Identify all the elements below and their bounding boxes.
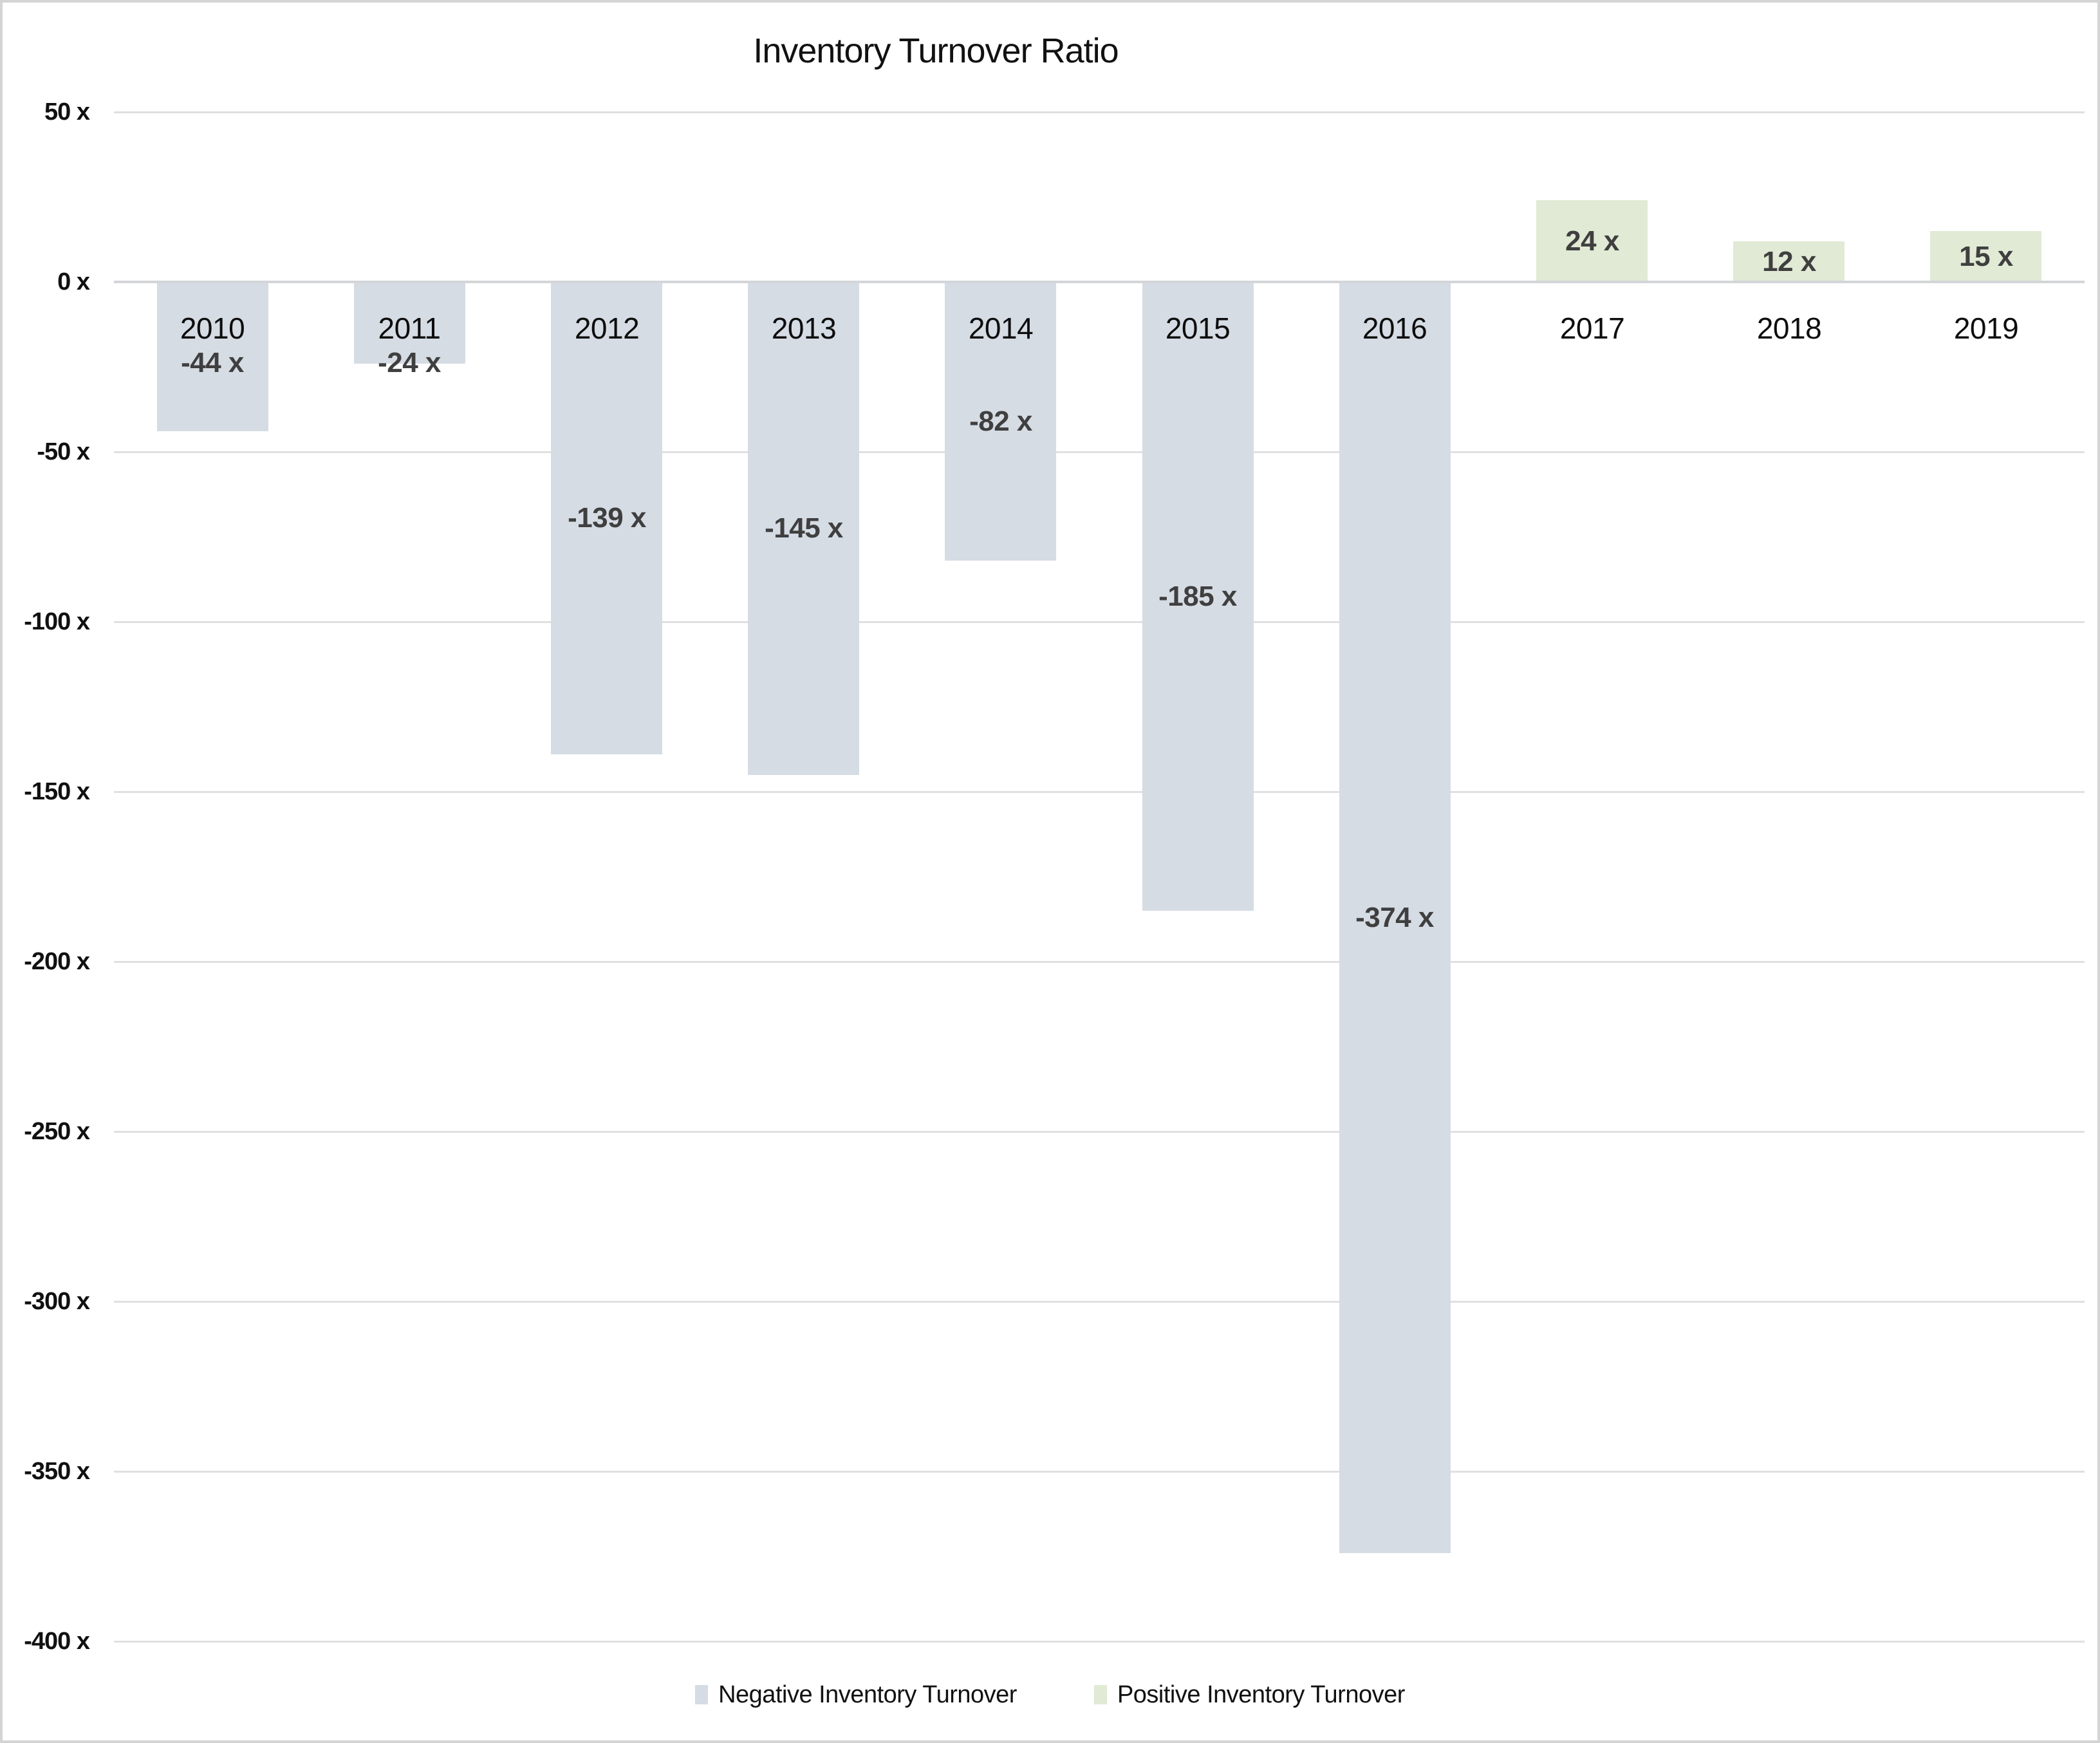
- y-tick-label--50 x: -50 x: [37, 438, 90, 465]
- bar-2017[interactable]: [1536, 200, 1648, 282]
- legend-swatch-positive-icon: [1093, 1685, 1107, 1704]
- year-label-2017: 2017: [1559, 312, 1625, 345]
- legend-item-positive[interactable]: Positive Inventory Turnover: [1093, 1681, 1405, 1708]
- bar-2014[interactable]: [945, 282, 1056, 561]
- gridline--250 x: [114, 1131, 2085, 1133]
- year-label-2019: 2019: [1953, 312, 2019, 345]
- legend-item-negative[interactable]: Negative Inventory Turnover: [695, 1682, 1017, 1707]
- bar-2016[interactable]: [1339, 282, 1451, 1553]
- y-tick-label--400 x: -400 x: [24, 1628, 90, 1655]
- data-label-2011: -24 x: [378, 347, 441, 378]
- legend-swatch-negative-icon: [695, 1685, 709, 1704]
- legend: Negative Inventory Turnover Positive Inv…: [3, 1682, 2097, 1707]
- gridline--350 x: [114, 1471, 2085, 1473]
- zero-axis-line: [114, 281, 2085, 283]
- y-tick-label-50 x: 50 x: [44, 98, 90, 126]
- legend-label-positive: Positive Inventory Turnover: [1117, 1681, 1405, 1708]
- y-tick-label--150 x: -150 x: [24, 778, 90, 805]
- bar-2013[interactable]: [748, 282, 859, 775]
- year-label-2010: 2010: [180, 312, 245, 345]
- gridline-50 x: [114, 111, 2085, 113]
- year-label-2018: 2018: [1756, 312, 1822, 345]
- y-tick-label--300 x: -300 x: [24, 1288, 90, 1315]
- gridline--50 x: [114, 451, 2085, 453]
- data-label-2012: -139 x: [568, 502, 646, 534]
- legend-label-negative: Negative Inventory Turnover: [718, 1681, 1017, 1708]
- data-label-2014: -82 x: [969, 405, 1032, 437]
- y-tick-label--100 x: -100 x: [24, 608, 90, 635]
- gridline--200 x: [114, 961, 2085, 963]
- bar-2019[interactable]: [1930, 231, 2041, 282]
- y-tick-label-0 x: 0 x: [57, 268, 90, 295]
- bar-2010[interactable]: [157, 282, 268, 431]
- year-label-2012: 2012: [574, 312, 640, 345]
- gridline--300 x: [114, 1301, 2085, 1303]
- year-label-2011: 2011: [378, 312, 441, 345]
- year-label-2016: 2016: [1362, 312, 1427, 345]
- bar-2018[interactable]: [1733, 241, 1844, 282]
- gridline--400 x: [114, 1641, 2085, 1643]
- plot-area: 50 x 0 x -50 x -100 x -150 x -200 x -250 x -300…: [3, 3, 2097, 1740]
- data-label-2015: -185 x: [1158, 581, 1237, 612]
- data-label-2013: -145 x: [765, 512, 843, 544]
- data-label-2010: -44 x: [181, 347, 244, 378]
- chart-title: Inventory Turnover Ratio: [753, 32, 1119, 70]
- gridline--150 x: [114, 791, 2085, 793]
- bar-2015[interactable]: [1142, 282, 1254, 911]
- year-label-2014: 2014: [968, 312, 1034, 345]
- gridline--100 x: [114, 621, 2085, 623]
- data-label-2018: 12 x: [1762, 246, 1816, 277]
- y-tick-label--250 x: -250 x: [24, 1118, 90, 1145]
- bar-2011[interactable]: [354, 282, 465, 364]
- y-tick-label--200 x: -200 x: [24, 948, 90, 975]
- data-label-2017: 24 x: [1565, 225, 1619, 257]
- data-label-2019: 15 x: [1959, 241, 2013, 272]
- bar-2012[interactable]: [551, 282, 662, 754]
- year-label-2013: 2013: [771, 312, 837, 345]
- year-label-2015: 2015: [1165, 312, 1231, 345]
- y-tick-label--350 x: -350 x: [24, 1458, 90, 1485]
- data-label-2016: -374 x: [1355, 902, 1434, 933]
